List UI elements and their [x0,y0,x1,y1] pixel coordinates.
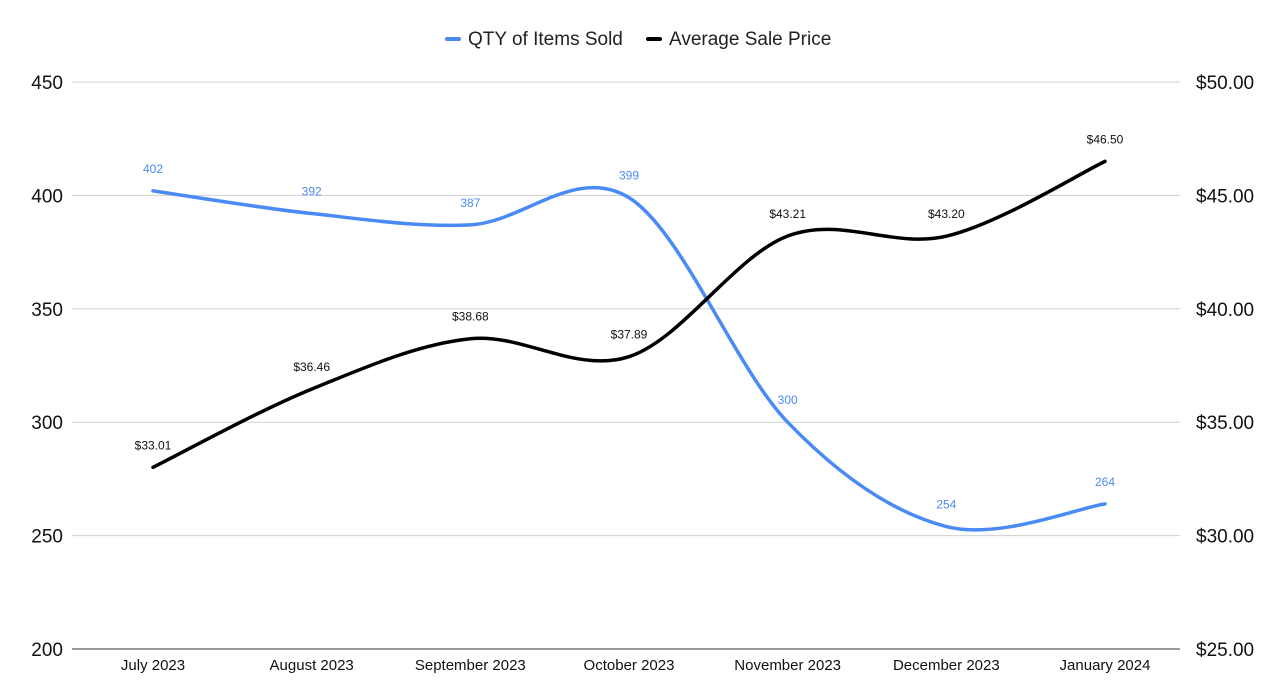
data-point [151,189,155,193]
data-label: 399 [619,169,639,183]
data-label: $37.89 [611,328,648,342]
data-point [627,196,631,200]
data-point [786,234,790,238]
left-tick-label: 400 [31,186,63,207]
data-point [468,337,472,341]
legend-label: Average Sale Price [669,29,831,50]
data-label: 387 [460,196,480,210]
left-tick-label: 300 [31,413,63,434]
x-tick-label: July 2023 [121,657,185,674]
right-tick-label: $45.00 [1196,186,1254,207]
x-tick-label: November 2023 [734,657,841,674]
data-label: 392 [302,185,322,199]
right-tick-label: $35.00 [1196,413,1254,434]
data-point [310,387,314,391]
right-tick-label: $25.00 [1196,640,1254,661]
data-point [627,355,631,359]
x-tick-label: September 2023 [415,657,526,674]
left-tick-label: 250 [31,527,63,548]
data-point [944,525,948,529]
right-tick-label: $50.00 [1196,73,1254,94]
x-tick-label: December 2023 [893,657,1000,674]
data-point [151,465,155,469]
left-tick-label: 450 [31,73,63,94]
data-label: $43.20 [928,207,965,221]
data-point [1103,159,1107,163]
left-tick-label: 200 [31,640,63,661]
left-axis-ticks: 200 250 300 350 400 450 [31,73,63,661]
series-line-qty [151,185,1107,532]
data-label: $33.01 [135,438,172,452]
left-tick-label: 350 [31,300,63,321]
data-label: 300 [778,393,798,407]
data-label: 402 [143,162,163,176]
x-axis-ticks: July 2023 August 2023 September 2023 Octobe… [121,657,1151,674]
right-tick-label: $30.00 [1196,527,1254,548]
x-tick-label: October 2023 [584,657,675,674]
x-tick-label: January 2024 [1060,657,1151,674]
data-label: 254 [936,498,956,512]
data-point [944,234,948,238]
series-lines [151,159,1107,532]
right-tick-label: $40.00 [1196,300,1254,321]
data-label: $46.50 [1087,132,1124,146]
data-point [1103,502,1107,506]
data-labels: 402 392 387 399 300 254 264 $33.01 $36.46 $38.68 $… [135,132,1124,511]
data-label: $43.21 [769,207,806,221]
legend: QTY of Items Sold Average Sale Price [445,29,831,50]
gridlines [72,81,1180,650]
data-point [786,420,790,424]
x-tick-label: August 2023 [270,657,354,674]
data-label: 264 [1095,475,1115,489]
right-axis-ticks: $25.00 $30.00 $35.00 $40.00 $45.00 $50.00 [1196,73,1254,661]
data-label: $38.68 [452,310,489,324]
data-label: $36.46 [293,360,330,374]
data-point [468,223,472,227]
legend-label: QTY of Items Sold [468,29,623,50]
data-point [310,212,314,216]
